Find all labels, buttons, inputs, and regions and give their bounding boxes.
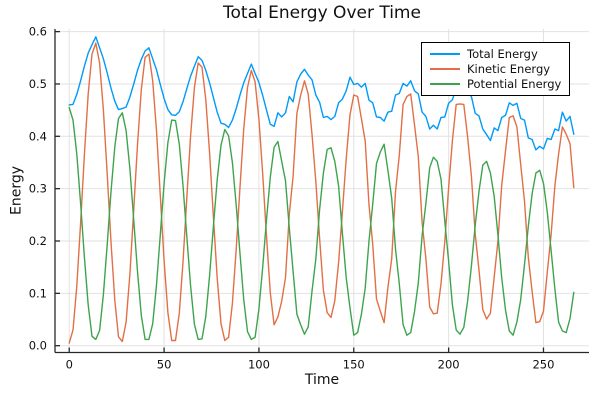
legend-label: Total Energy: [467, 47, 538, 61]
x-tick-label: 50: [157, 358, 172, 372]
series-line-total-energy: [68, 36, 575, 151]
y-tick-label: 0.6: [29, 25, 47, 39]
legend-item-kinetic-energy: Kinetic Energy: [430, 62, 563, 76]
legend-line-potential-energy-icon: [430, 83, 460, 85]
x-tick-label: 150: [343, 358, 365, 372]
legend-line-total-energy-icon: [430, 53, 460, 55]
legend-item-potential-energy: Potential Energy: [430, 77, 563, 91]
legend: Total Energy Kinetic Energy Potential En…: [421, 42, 570, 96]
y-tick-label: 0.2: [29, 234, 47, 248]
legend-line-kinetic-energy-icon: [430, 68, 460, 70]
chart-title: Total Energy Over Time: [223, 3, 421, 23]
x-axis-label: Time: [304, 372, 340, 388]
series-line-kinetic-energy: [68, 42, 575, 344]
x-tick-label: 100: [248, 358, 270, 372]
y-tick-label: 0.4: [29, 129, 47, 143]
series-line-potential-energy: [68, 106, 575, 341]
x-tick-label: 250: [532, 358, 554, 372]
y-axis-label: Energy: [8, 166, 25, 216]
y-tick-label: 0.0: [29, 339, 47, 353]
legend-label: Potential Energy: [467, 77, 562, 91]
legend-item-total-energy: Total Energy: [430, 47, 563, 61]
legend-label: Kinetic Energy: [467, 62, 551, 76]
y-tick-label: 0.3: [29, 182, 47, 196]
y-tick-label: 0.1: [29, 286, 47, 300]
x-tick-label: 200: [438, 358, 460, 372]
y-tick-label: 0.5: [29, 77, 47, 91]
x-tick-label: 0: [66, 358, 73, 372]
